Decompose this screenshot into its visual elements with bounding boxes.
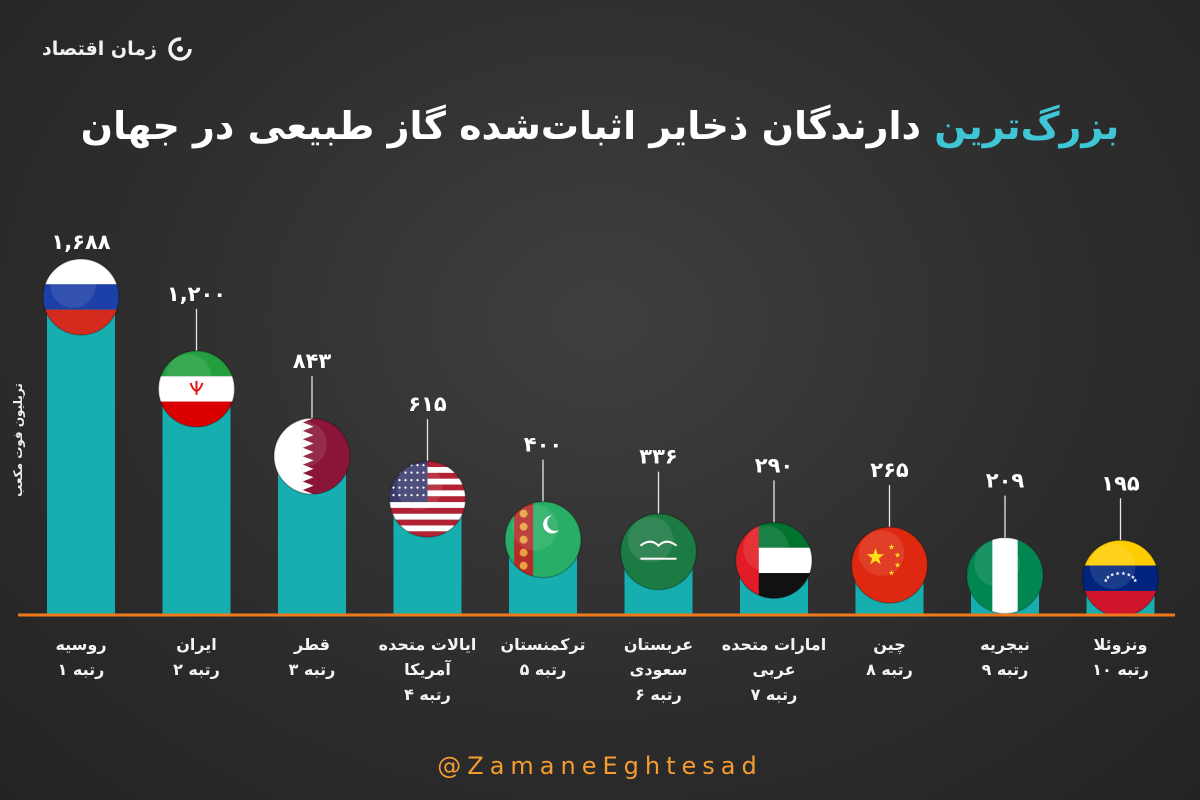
bar-group: ۱,۲۰۰ ایران رتبه ۲ (157, 282, 236, 679)
value-label: ۴۰۰ (524, 433, 562, 457)
bar-group: ۸۴۳ قطر رتبه ۳ (273, 349, 351, 679)
country-name: ایران (176, 635, 217, 654)
uae-flag-icon (735, 521, 813, 600)
country-name: عربی (752, 660, 795, 679)
country-name: چین (873, 635, 905, 655)
iran-flag-icon (157, 350, 236, 428)
turkmenistan-flag-icon (504, 500, 582, 579)
bar (47, 297, 115, 615)
country-rank: رتبه ۳ (289, 660, 336, 679)
country-name: ونزوئلا (1093, 635, 1147, 654)
nigeria-flag-icon (966, 536, 1044, 615)
value-label: ۲۶۵ (870, 458, 909, 482)
value-label: ۳۳۶ (639, 445, 677, 469)
country-name: عربستان (624, 635, 693, 654)
country-rank: رتبه ۹ (982, 660, 1029, 679)
value-label: ۱,۲۰۰ (167, 282, 226, 306)
bar-group: ۲۰۹ نیجریه رتبه ۹ (966, 469, 1044, 679)
bar-group: ۲۶۵ چین رتبه ۸ (850, 458, 929, 679)
bar-group: ۲۹۰ امارات متحده عربی رتبه ۷ (722, 453, 826, 704)
chart-title-accent: بزرگ‌ترین (934, 104, 1120, 148)
china-flag-icon (850, 526, 929, 604)
value-label: ۸۴۳ (293, 349, 332, 373)
value-label: ۶۱۵ (408, 392, 447, 416)
chart-title-rest: دارندگان ذخایر اثبات‌شده گاز طبیعی در جه… (80, 104, 935, 148)
country-name: آمریکا (404, 659, 451, 679)
qatar-flag-icon (273, 417, 351, 495)
venezuela-flag-icon (1081, 539, 1160, 618)
country-rank: رتبه ۲ (173, 660, 220, 679)
bar-group: ۴۰۰ ترکمنستان رتبه ۵ (501, 433, 586, 679)
brand-logo: زمان اقتصاد (42, 34, 195, 64)
country-rank: رتبه ۱۰ (1092, 660, 1149, 679)
bar-group: ۳۳۶ عربستان سعودی رتبه ۶ (619, 445, 698, 704)
bar-group: ۱,۶۸۸ روسیه رتبه ۱ (42, 230, 120, 679)
country-rank: رتبه ۱ (58, 660, 105, 679)
footer-handle: @ZamaneEghtesad (437, 752, 763, 780)
bar-group: ۱۹۵ ونزوئلا رتبه ۱۰ (1081, 471, 1160, 679)
country-name: امارات متحده (722, 635, 826, 654)
country-name: سعودی (630, 660, 688, 679)
value-label: ۱,۶۸۸ (51, 230, 110, 254)
russia-flag-icon (42, 258, 120, 336)
country-rank: رتبه ۸ (866, 660, 913, 679)
country-name: روسیه (55, 635, 106, 654)
country-rank: رتبه ۶ (635, 685, 682, 704)
brand-name: زمان اقتصاد (42, 38, 157, 60)
saudi-arabia-flag-icon (619, 512, 698, 591)
country-name: ایالات متحده (379, 635, 477, 654)
country-name: ترکمنستان (501, 635, 586, 654)
country-name: قطر (293, 635, 330, 654)
country-rank: رتبه ۴ (404, 685, 451, 704)
country-rank: رتبه ۷ (751, 685, 798, 704)
country-rank: رتبه ۵ (520, 660, 567, 679)
value-label: ۲۹۰ (755, 453, 793, 477)
country-name: نیجریه (980, 635, 1030, 654)
value-label: ۱۹۵ (1101, 471, 1140, 495)
bar-group: ۶۱۵ ایالات متحده آمریکا رتبه ۴ (379, 392, 477, 704)
value-label: ۲۰۹ (986, 469, 1025, 493)
zamane-eghtesad-logo-icon (168, 37, 192, 61)
chart-title: بزرگ‌ترین دارندگان ذخایر اثبات‌شده گاز ط… (0, 104, 1200, 148)
usa-flag-icon (388, 460, 467, 538)
